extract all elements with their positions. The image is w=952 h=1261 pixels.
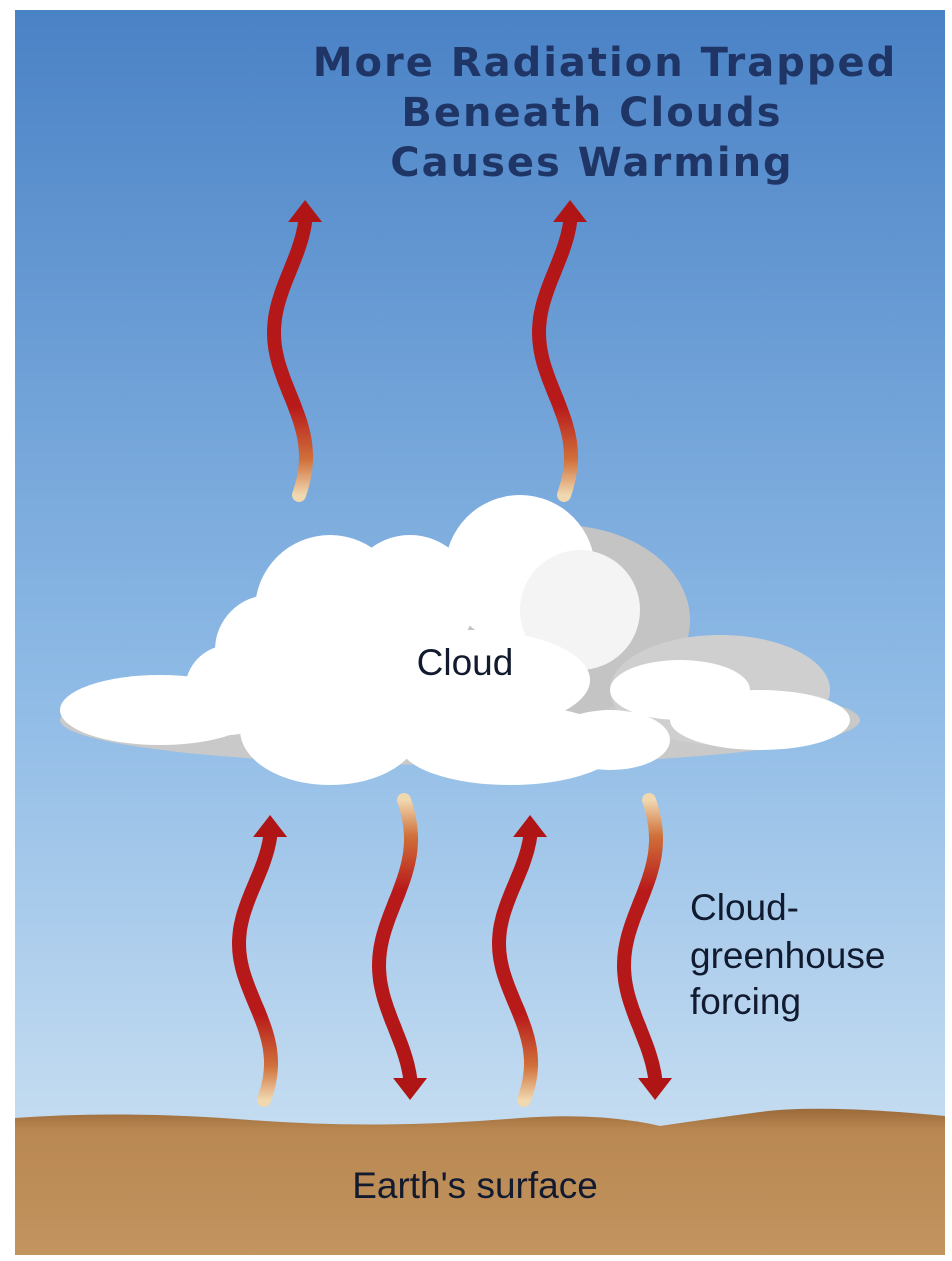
cloud-label: Cloud	[417, 642, 514, 683]
arrow-head	[638, 1078, 673, 1100]
ground	[15, 1108, 945, 1255]
radiation-arrow	[491, 830, 538, 1107]
surface-label: Earth's surface	[352, 1165, 598, 1206]
title-line: Beneath Clouds	[401, 90, 782, 136]
arrow-head	[288, 200, 323, 222]
radiation-arrow	[231, 830, 278, 1107]
forcing-label: greenhouse	[690, 935, 885, 976]
arrow-head	[253, 815, 288, 837]
title-line: Causes Warming	[390, 140, 793, 186]
arrow-head	[393, 1078, 428, 1100]
radiation-arrow	[531, 215, 578, 502]
arrows	[231, 200, 673, 1107]
radiation-arrow	[616, 793, 663, 1085]
forcing-label: Cloud-	[690, 887, 799, 928]
title-line: More Radiation Trapped	[313, 40, 898, 86]
arrow-head	[513, 815, 548, 837]
cloud	[60, 495, 860, 785]
arrow-head	[553, 200, 588, 222]
radiation-arrow	[266, 215, 313, 502]
radiation-arrow	[371, 793, 418, 1085]
forcing-label: forcing	[690, 981, 801, 1022]
